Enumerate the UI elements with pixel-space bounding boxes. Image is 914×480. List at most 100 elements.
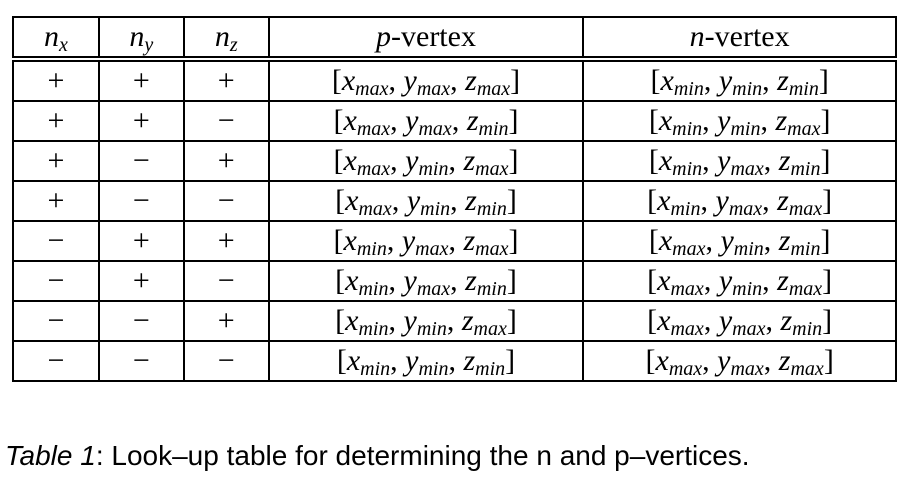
symbol: x bbox=[660, 64, 674, 97]
vertex-cell: [xmin, ymax, zmax] bbox=[582, 180, 897, 222]
symbol: y bbox=[717, 344, 731, 377]
symbol: y bbox=[403, 64, 417, 97]
vertex-cell: [xmin, ymax, zmin] bbox=[267, 260, 585, 302]
subscript: min bbox=[673, 78, 704, 100]
subscript: max bbox=[475, 238, 509, 260]
symbol: y bbox=[717, 104, 731, 137]
subscript: min bbox=[730, 118, 761, 140]
sign-cell: − bbox=[97, 180, 185, 222]
symbol: x bbox=[655, 344, 669, 377]
sign-cell: − bbox=[12, 340, 100, 382]
sign-cell: − bbox=[97, 340, 185, 382]
symbol: z bbox=[465, 184, 477, 217]
sign-cell: + bbox=[97, 220, 185, 262]
symbol: x bbox=[343, 104, 357, 137]
subscript: max bbox=[672, 238, 706, 260]
subscript: max bbox=[476, 78, 511, 100]
table-row: − − + [xmin, ymin, zmax] [xmax, ymax, zmin] bbox=[12, 300, 897, 342]
symbol: x bbox=[345, 184, 359, 217]
table-row: + − − [xmax, ymin, zmin] [xmin, ymax, zmax] bbox=[12, 180, 897, 222]
table-row: + − + [xmax, ymin, zmax] [xmin, ymax, zmin] bbox=[12, 140, 897, 182]
sign-cell: + bbox=[97, 100, 185, 142]
symbol: y bbox=[405, 104, 419, 137]
subscript: min bbox=[416, 318, 447, 340]
subscript: min bbox=[733, 238, 764, 260]
symbol: z bbox=[463, 344, 476, 377]
symbol: x bbox=[343, 224, 357, 257]
subscript: max bbox=[418, 118, 452, 140]
subscript: max bbox=[473, 318, 507, 340]
subscript: max bbox=[728, 198, 763, 220]
subscript: min bbox=[732, 278, 763, 300]
symbol: z bbox=[777, 184, 789, 217]
subscript: max bbox=[415, 238, 449, 260]
symbol: y bbox=[718, 264, 733, 297]
symbol: z bbox=[461, 304, 474, 337]
subscript: min bbox=[476, 278, 507, 300]
symbol: x bbox=[658, 104, 673, 137]
caption-text: : Look–up table for determining the n an… bbox=[95, 440, 750, 471]
sign-cell: + bbox=[12, 140, 100, 182]
sign-cell: + bbox=[97, 260, 185, 302]
symbol: z bbox=[778, 344, 791, 377]
symbol: x bbox=[345, 304, 359, 337]
symbol: x bbox=[657, 304, 671, 337]
symbol: z bbox=[465, 264, 477, 297]
header-cell: p-vertex bbox=[267, 16, 585, 62]
subscript: min bbox=[672, 158, 703, 180]
subscript: max bbox=[358, 198, 392, 220]
symbol: x bbox=[343, 144, 357, 177]
vertex-cell: [xmin, ymin, zmax] bbox=[582, 100, 897, 142]
vertex-cell: [xmax, ymax, zmin] bbox=[582, 300, 897, 342]
subscript: x bbox=[59, 34, 68, 56]
vertex-cell: [xmin, ymin, zmax] bbox=[267, 300, 585, 342]
sign-cell: − bbox=[182, 260, 270, 302]
symbol: z bbox=[463, 224, 476, 257]
vertex-cell: [xmin, ymax, zmin] bbox=[582, 140, 897, 182]
subscript: min bbox=[358, 278, 389, 300]
sign-cell: + bbox=[12, 58, 100, 102]
table-row: − + + [xmin, ymax, zmax] [xmax, ymin, zmin] bbox=[12, 220, 897, 262]
subscript: min bbox=[790, 158, 821, 180]
vertex-cell: [xmax, ymin, zmax] bbox=[267, 140, 585, 182]
subscript: min bbox=[420, 198, 451, 220]
sign-cell: − bbox=[12, 220, 100, 262]
sign-cell: + bbox=[182, 220, 270, 262]
symbol: z bbox=[466, 104, 479, 137]
subscript: max bbox=[475, 158, 509, 180]
subscript: min bbox=[670, 198, 701, 220]
vertex-cell: [xmax, ymin, zmin] bbox=[582, 220, 897, 262]
symbol: x bbox=[345, 264, 359, 297]
header-italic: n bbox=[689, 20, 705, 53]
subscript: max bbox=[668, 358, 703, 380]
symbol: x bbox=[658, 224, 673, 257]
subscript: max bbox=[670, 278, 704, 300]
symbol: y bbox=[715, 184, 729, 217]
symbol: n bbox=[214, 20, 230, 53]
table-row: − + − [xmin, ymax, zmin] [xmax, ymin, zmax] bbox=[12, 260, 897, 302]
subscript: min bbox=[672, 118, 703, 140]
vertex-cell: [xmax, ymax, zmax] bbox=[582, 340, 897, 382]
symbol: x bbox=[658, 144, 673, 177]
lookup-table: nx ny nz p-vertex n-vertex + + + [xmax, ymax, z… bbox=[12, 16, 897, 382]
vertex-cell: [xmax, ymin, zmin] bbox=[267, 180, 585, 222]
symbol: z bbox=[465, 64, 477, 97]
sign-cell: − bbox=[182, 100, 270, 142]
subscript: min bbox=[732, 78, 763, 100]
subscript: max bbox=[730, 158, 764, 180]
subscript: max bbox=[670, 318, 704, 340]
subscript: min bbox=[356, 238, 387, 260]
vertex-cell: [xmin, ymin, zmin] bbox=[267, 340, 585, 382]
subscript: max bbox=[788, 198, 823, 220]
sign-cell: − bbox=[182, 180, 270, 222]
subscript: max bbox=[355, 78, 389, 100]
sign-cell: + bbox=[97, 58, 185, 102]
table-row: + + − [xmax, ymax, zmin] [xmin, ymin, zmax] bbox=[12, 100, 897, 142]
subscript: max bbox=[732, 318, 766, 340]
subscript: min bbox=[792, 318, 823, 340]
symbol: y bbox=[401, 224, 416, 257]
subscript: min bbox=[360, 358, 391, 380]
symbol: y bbox=[720, 224, 734, 257]
symbol: y bbox=[405, 344, 419, 377]
header-cell: ny bbox=[97, 16, 185, 62]
